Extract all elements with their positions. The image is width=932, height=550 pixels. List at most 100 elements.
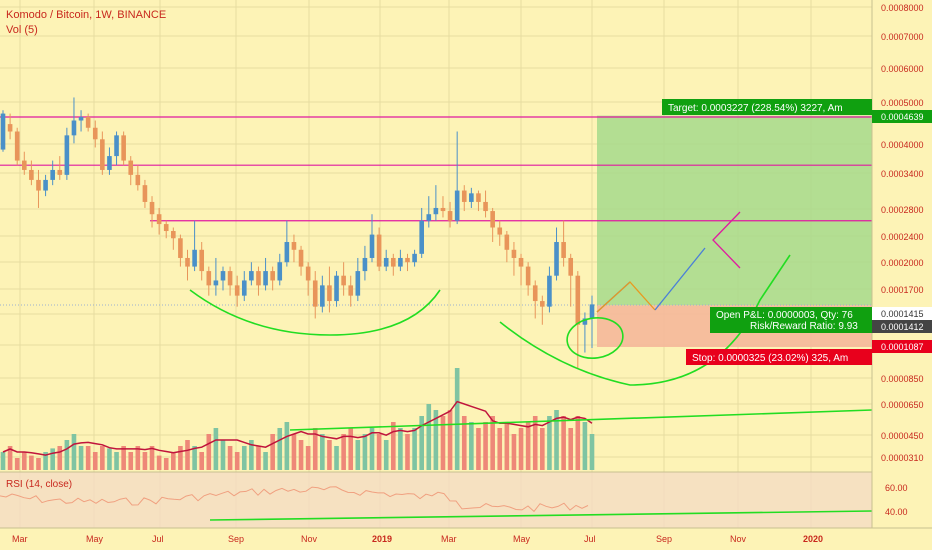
candle-body [376, 234, 382, 267]
rsi-series-line [0, 486, 589, 513]
target-price-bg [872, 110, 932, 123]
candle-body [7, 124, 13, 132]
volume-bar [291, 434, 297, 470]
volume-bar [149, 446, 155, 470]
volume-bar [85, 446, 91, 470]
candle-body [341, 275, 346, 286]
volume-ma-line [2, 400, 593, 456]
volume-bar [305, 446, 311, 470]
time-tick: Jul [152, 534, 164, 544]
volume-bar [142, 452, 148, 470]
volume-bar [7, 446, 13, 470]
price-tick: 0.0000310 [881, 453, 924, 463]
candle-body [369, 234, 375, 258]
candle-body [220, 271, 226, 281]
volume-bar [213, 428, 219, 470]
volume-bar [43, 452, 48, 470]
volume-bar [412, 428, 417, 470]
price-tick: 0.0003400 [881, 169, 924, 179]
candle-body [298, 249, 304, 267]
candle-body [511, 249, 517, 258]
volume-bar [171, 452, 176, 470]
price-tick: 0.0002800 [881, 205, 924, 215]
circle-mark [566, 317, 624, 359]
entry-price-tag: 0.0001412 [881, 322, 924, 332]
candle-body [100, 139, 105, 170]
candle-body [582, 318, 588, 325]
stop-price-tag: 0.0001087 [881, 342, 924, 352]
candle-body [234, 285, 240, 296]
volume-bar [50, 448, 55, 470]
volume-bar [440, 416, 446, 470]
candle-body [504, 234, 510, 250]
candle-body [483, 201, 488, 212]
volume-bar [199, 452, 205, 470]
time-tick: 2020 [803, 534, 823, 544]
volume-bar [433, 410, 439, 470]
candle-body [163, 224, 169, 232]
volume-bar [547, 416, 552, 470]
rsi-tick: 60.00 [885, 483, 908, 493]
time-tick: May [86, 534, 104, 544]
candle-body [43, 179, 48, 191]
volume-bar [156, 455, 162, 470]
candle-body [469, 193, 474, 202]
candle-body [433, 207, 439, 215]
candle-body [284, 242, 290, 263]
candle-body [249, 271, 254, 281]
candle-body [121, 135, 126, 161]
volume-bar [185, 440, 190, 470]
candle-body [156, 214, 162, 225]
candle-body [532, 285, 538, 302]
candle-body [291, 242, 297, 250]
stop-price-bg [872, 340, 932, 353]
time-tick: 2019 [372, 534, 392, 544]
time-tick: Nov [301, 534, 318, 544]
volume-bar [241, 446, 247, 470]
volume-trendline [289, 409, 873, 431]
volume-bar [277, 428, 283, 470]
candle-body [142, 185, 148, 202]
volume-bar [461, 416, 467, 470]
price-tick: 0.0000450 [881, 431, 924, 441]
candle-body [320, 285, 325, 307]
volume-bar [163, 458, 169, 470]
candle-body [405, 257, 410, 263]
volume-bar [100, 446, 105, 470]
volume-bar [568, 428, 574, 470]
candles[interactable] [0, 97, 595, 369]
drawings[interactable] [189, 211, 873, 521]
candle-body [206, 271, 212, 286]
vol-label: Vol (5) [6, 24, 38, 36]
price-tick: 0.0007000 [881, 32, 924, 42]
candle-body [355, 271, 361, 296]
volume-bar [192, 446, 197, 470]
candle-body [178, 238, 183, 258]
horizontal-levels [0, 116, 872, 222]
target-label-bg [662, 99, 872, 115]
time-tick: Sep [228, 534, 244, 544]
rsi-tick: 40.00 [885, 507, 908, 517]
candle-body [305, 266, 311, 281]
price-tick: 0.0005000 [881, 98, 924, 108]
price-axis[interactable]: 0.0008000 0.0007000 0.0006000 0.0005000 … [872, 3, 932, 517]
candle-body [547, 275, 552, 307]
candle-body [107, 156, 112, 170]
volume-bar [312, 428, 318, 470]
volume-bar [525, 422, 531, 470]
volume-bar [334, 446, 339, 470]
position-labels[interactable]: Target: 0.0003227 (228.54%) 3227, Am Ope… [662, 99, 872, 365]
candle-body [561, 242, 566, 258]
volume-bar [426, 404, 432, 470]
time-axis[interactable]: Mar May Jul Sep Nov 2019 Mar May Jul Sep… [12, 534, 823, 544]
volume-bar [227, 446, 233, 470]
rsi-line [0, 486, 589, 513]
candle-body [589, 304, 595, 319]
candle-body [497, 227, 503, 235]
candle-body [440, 207, 446, 212]
candle-body [476, 193, 481, 202]
price-tick: 0.0002000 [881, 258, 924, 268]
volume-bar [398, 428, 403, 470]
volume-bar [121, 446, 126, 470]
